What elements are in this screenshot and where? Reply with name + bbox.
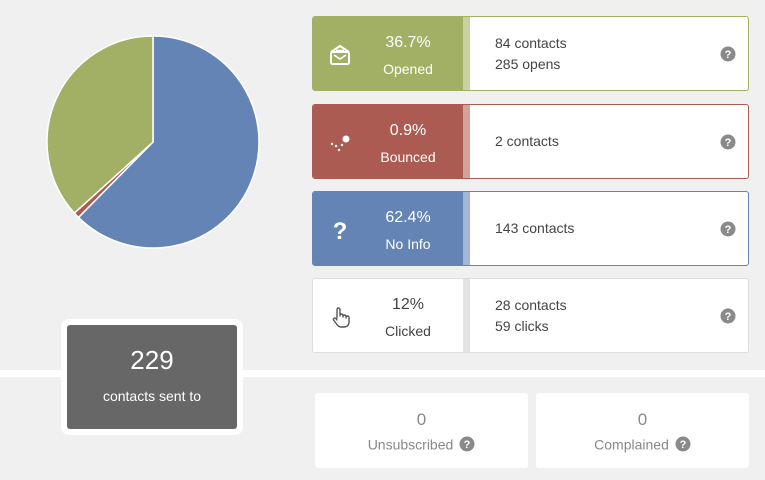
total-sent-panel: 229 contacts sent to <box>67 325 237 429</box>
envelope-open-icon <box>330 45 350 65</box>
section-divider <box>0 370 765 377</box>
stat-card-bounced[interactable]: 0.9% Bounced 2 contacts ? <box>312 104 749 179</box>
svg-text:?: ? <box>464 439 471 451</box>
stat-bounced-label: Bounced <box>380 149 436 165</box>
stat-no-info-strip <box>463 192 470 265</box>
svg-text:?: ? <box>725 311 732 323</box>
unsubscribed-label-row: Unsubscribed ? <box>315 435 528 452</box>
stat-clicked-percent: 12% <box>391 296 425 313</box>
stat-clicked-label: Clicked <box>385 323 431 339</box>
stat-no-info-summary: ? 62.4% No Info <box>313 192 463 265</box>
help-icon[interactable]: ? <box>459 436 475 452</box>
help-icon[interactable]: ? <box>675 436 691 452</box>
pie-slice-no-info <box>77 35 260 249</box>
complained-count: 0 <box>637 410 648 429</box>
total-sent-box: 229 contacts sent to <box>61 319 243 435</box>
stat-opened-percent: 36.7% <box>385 34 431 51</box>
svg-text:?: ? <box>679 439 686 451</box>
stat-card-no-info[interactable]: ? 62.4% No Info 143 contacts ? <box>312 191 749 266</box>
stat-opened-summary: 36.7% Opened <box>313 17 463 90</box>
svg-text:?: ? <box>725 137 732 149</box>
stat-card-clicked[interactable]: 12% Clicked 28 contacts 59 clicks ? <box>312 278 749 353</box>
stat-bounced-percent: 0.9% <box>389 122 427 139</box>
unsubscribed-label: Unsubscribed <box>367 436 454 453</box>
svg-text:?: ? <box>333 218 348 242</box>
pie-svg <box>46 35 260 249</box>
help-icon[interactable]: ? <box>720 308 736 324</box>
status-pie-chart <box>45 34 261 250</box>
help-icon[interactable]: ? <box>720 46 736 62</box>
complained-card[interactable]: 0 Complained ? <box>536 393 749 468</box>
stat-clicked-clicks: 59 clicks <box>495 318 549 334</box>
complained-label-row: Complained ? <box>536 435 749 452</box>
svg-text:?: ? <box>725 224 732 236</box>
stat-no-info-label: No Info <box>385 236 431 252</box>
stat-clicked-strip <box>463 279 470 352</box>
stat-bounced-contacts: 2 contacts <box>495 133 559 149</box>
stat-bounced-summary: 0.9% Bounced <box>313 105 463 178</box>
stat-no-info-percent: 62.4% <box>385 209 431 226</box>
stat-card-opened[interactable]: 36.7% Opened 84 contacts 285 opens ? <box>312 16 749 91</box>
question-mark-icon: ? <box>333 218 348 242</box>
stat-no-info-contacts: 143 contacts <box>495 220 575 236</box>
svg-text:?: ? <box>725 49 732 61</box>
help-icon[interactable]: ? <box>720 221 736 237</box>
unsubscribed-card[interactable]: 0 Unsubscribed ? <box>315 393 528 468</box>
total-sent-label: contacts sent to <box>102 388 202 404</box>
stat-opened-strip <box>463 17 470 90</box>
stat-opened-label: Opened <box>383 61 433 77</box>
help-icon[interactable]: ? <box>720 134 736 150</box>
pointer-hand-icon <box>332 307 350 328</box>
stat-bounced-strip <box>463 105 470 178</box>
stat-opened-contacts: 84 contacts <box>495 35 567 51</box>
stat-clicked-summary: 12% Clicked <box>313 279 463 352</box>
stat-opened-opens: 285 opens <box>495 56 561 72</box>
unsubscribed-count: 0 <box>416 410 427 429</box>
stat-clicked-contacts: 28 contacts <box>495 297 567 313</box>
total-sent-count: 229 <box>130 345 174 375</box>
bounce-icon <box>330 135 350 152</box>
complained-label: Complained <box>594 436 669 453</box>
pie-slice-opened <box>46 35 154 215</box>
